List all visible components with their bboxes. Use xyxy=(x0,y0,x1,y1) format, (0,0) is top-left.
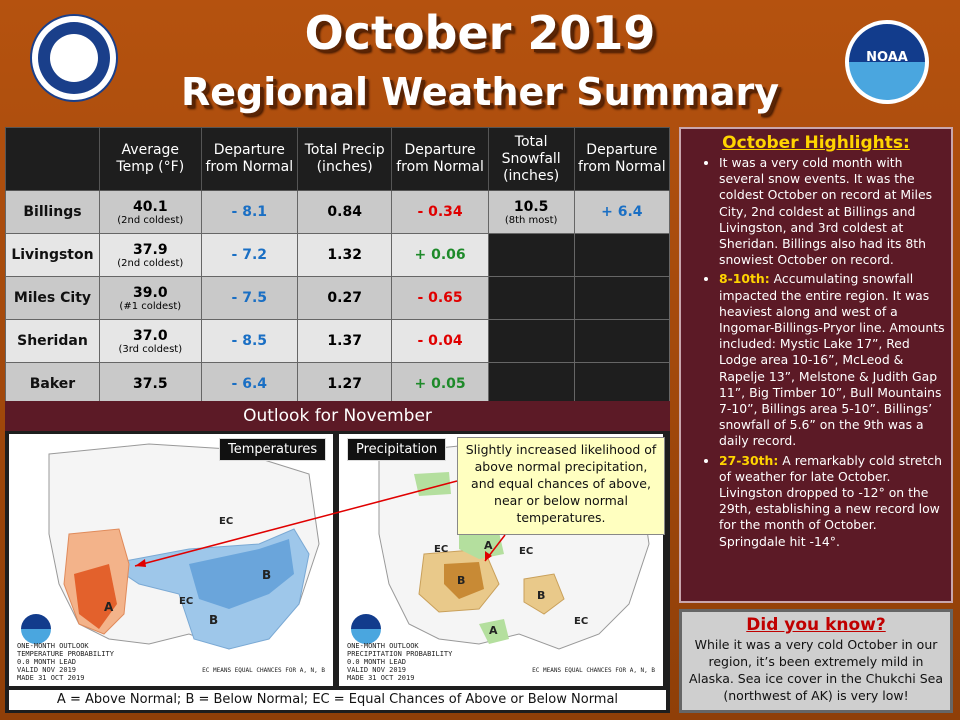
precip-departure: - 0.34 xyxy=(391,190,489,234)
total-precip: 0.27 xyxy=(296,276,393,320)
page-title: October 2019 xyxy=(304,6,656,60)
svg-text:B: B xyxy=(209,613,218,627)
header-city xyxy=(5,127,100,191)
total-precip: 0.84 xyxy=(296,190,393,234)
map-legend: A = Above Normal; B = Below Normal; EC =… xyxy=(9,690,666,710)
snow-departure: + 6.4 xyxy=(573,190,671,234)
highlight-item: 8-10th: Accumulating snowfall impacted t… xyxy=(719,271,945,449)
avg-temp: 37.5 xyxy=(98,362,202,406)
header-precip-departure: Departure from Normal xyxy=(391,127,489,191)
header-total-precip: Total Precip (inches) xyxy=(296,127,393,191)
svg-text:B: B xyxy=(537,589,545,602)
table-row: Livingston 37.9 (2nd coldest) - 7.2 1.32 … xyxy=(5,233,671,277)
ec-note: EC MEANS EQUAL CHANCES FOR A, N, B xyxy=(532,667,655,674)
temp-departure: - 8.5 xyxy=(200,319,298,363)
outlook-title: Outlook for November xyxy=(5,401,670,431)
noaa-logo: NOAA xyxy=(845,20,929,104)
svg-text:A: A xyxy=(104,600,114,614)
table-row: Miles City 39.0 (#1 coldest) - 7.5 0.27 -… xyxy=(5,276,671,320)
ec-note: EC MEANS EQUAL CHANCES FOR A, N, B xyxy=(202,667,325,674)
table-row: Baker 37.5 - 6.4 1.27 + 0.05 xyxy=(5,362,671,406)
highlight-item: 27-30th: A remarkably cold stretch of we… xyxy=(719,453,945,550)
temp-departure: - 7.2 xyxy=(200,233,298,277)
avg-temp: 37.0 (3rd coldest) xyxy=(98,319,202,363)
svg-text:EC: EC xyxy=(219,516,233,527)
blank-cell xyxy=(573,319,671,363)
blank-cell xyxy=(487,276,575,320)
november-outlook-panel: Outlook for November A B B EC EC Tempera… xyxy=(5,401,670,713)
city-name: Billings xyxy=(5,190,100,234)
svg-text:EC: EC xyxy=(434,544,448,555)
avg-temp: 40.1 (2nd coldest) xyxy=(98,190,202,234)
svg-text:A: A xyxy=(484,539,493,552)
temp-departure: - 7.5 xyxy=(200,276,298,320)
temp-departure: - 8.1 xyxy=(200,190,298,234)
blank-cell xyxy=(487,362,575,406)
october-highlights-panel: October Highlights: It was a very cold m… xyxy=(679,127,953,603)
blank-cell xyxy=(573,233,671,277)
city-name: Livingston xyxy=(5,233,100,277)
temperatures-label: Temperatures xyxy=(219,438,327,461)
page-subtitle: Regional Weather Summary xyxy=(180,70,780,114)
did-you-know-panel: Did you know? While it was a very cold O… xyxy=(679,609,953,713)
blank-cell xyxy=(573,362,671,406)
outlook-callout: Slightly increased likelihood of above n… xyxy=(457,437,665,535)
svg-text:B: B xyxy=(262,568,271,582)
header-total-snowfall: Total Snowfall (inches) xyxy=(487,127,575,191)
svg-text:EC: EC xyxy=(574,616,588,627)
precip-departure: + 0.06 xyxy=(391,233,489,277)
temp-departure: - 6.4 xyxy=(200,362,298,406)
avg-temp: 37.9 (2nd coldest) xyxy=(98,233,202,277)
header-avg-temp: Average Temp (°F) xyxy=(98,127,202,191)
climate-table: Average Temp (°F) Departure from Normal … xyxy=(5,127,671,406)
total-precip: 1.27 xyxy=(296,362,393,406)
city-name: Miles City xyxy=(5,276,100,320)
precip-map-note: ONE-MONTH OUTLOOK PRECIPITATION PROBABIL… xyxy=(347,642,453,682)
total-snowfall: 10.5 (8th most) xyxy=(487,190,575,234)
temperature-outlook-map: A B B EC EC Temperatures ONE-MONTH OUTLO… xyxy=(9,434,333,686)
header-temp-departure: Departure from Normal xyxy=(200,127,298,191)
temp-map-note: ONE-MONTH OUTLOOK TEMPERATURE PROBABILIT… xyxy=(17,642,114,682)
total-precip: 1.32 xyxy=(296,233,393,277)
did-you-know-text: While it was a very cold October in our … xyxy=(688,637,943,703)
svg-text:A: A xyxy=(489,624,498,637)
precip-departure: - 0.65 xyxy=(391,276,489,320)
svg-text:EC: EC xyxy=(519,546,533,557)
did-you-know-title: Did you know? xyxy=(746,615,886,635)
precip-departure: - 0.04 xyxy=(391,319,489,363)
city-name: Baker xyxy=(5,362,100,406)
city-name: Sheridan xyxy=(5,319,100,363)
noaa-mini-logo xyxy=(351,614,381,644)
blank-cell xyxy=(487,233,575,277)
svg-text:B: B xyxy=(457,574,465,587)
total-precip: 1.37 xyxy=(296,319,393,363)
svg-text:EC: EC xyxy=(179,596,193,607)
blank-cell xyxy=(487,319,575,363)
precipitation-label: Precipitation xyxy=(347,438,447,461)
nws-logo xyxy=(30,14,118,102)
table-row: Billings 40.1 (2nd coldest) - 8.1 0.84 - … xyxy=(5,190,671,234)
blank-cell xyxy=(573,276,671,320)
highlight-item: It was a very cold month with several sn… xyxy=(719,155,945,268)
table-row: Sheridan 37.0 (3rd coldest) - 8.5 1.37 - … xyxy=(5,319,671,363)
avg-temp: 39.0 (#1 coldest) xyxy=(98,276,202,320)
header-snow-departure: Departure from Normal xyxy=(573,127,671,191)
highlights-title: October Highlights: xyxy=(722,133,910,153)
precip-departure: + 0.05 xyxy=(391,362,489,406)
noaa-mini-logo xyxy=(21,614,51,644)
